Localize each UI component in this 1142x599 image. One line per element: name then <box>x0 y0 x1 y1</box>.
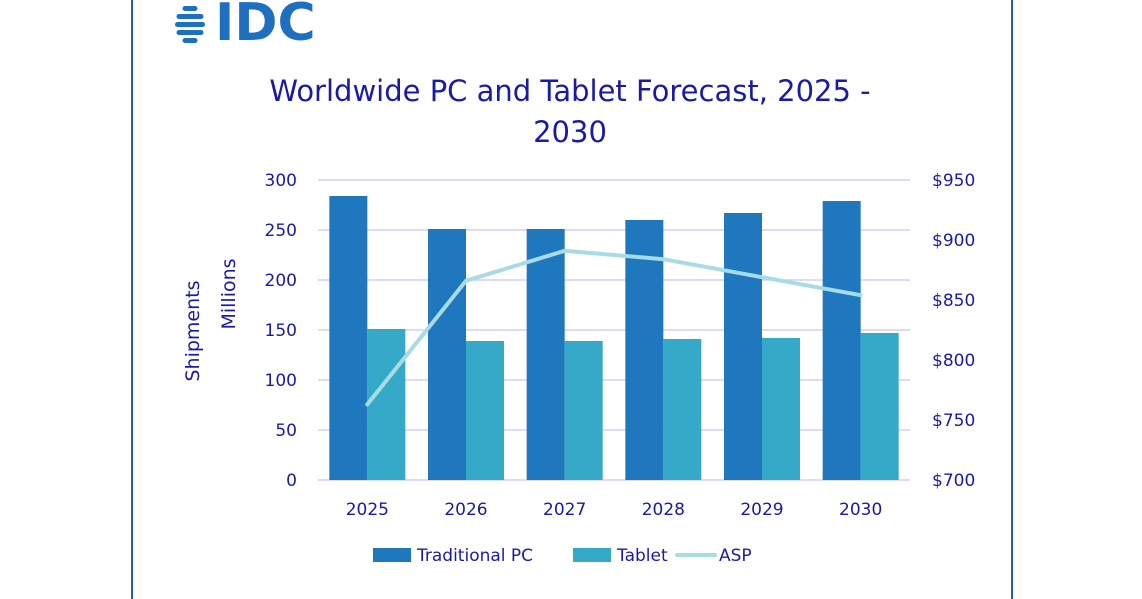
bar-traditional-pc-2025 <box>329 196 368 480</box>
right-axis-ticks: $700 $750 $800 $850 $900 $950 <box>932 171 975 491</box>
y-axis-label-line-1: Shipments <box>182 280 204 381</box>
x-tick-label: 2026 <box>444 500 487 520</box>
bar-tablet-2026 <box>466 341 504 480</box>
y-tick-label: 250 <box>265 221 297 241</box>
left-axis-ticks: 0 50 100 150 200 250 300 <box>265 171 297 491</box>
idc-logo-stripe <box>182 38 198 43</box>
legend-label-tablet: Tablet <box>616 546 668 566</box>
legend-label-traditional-pc: Traditional PC <box>416 546 533 566</box>
idc-logo-stripe <box>176 14 204 19</box>
x-axis-ticks: 2025 2026 2027 2028 2029 2030 <box>346 500 883 520</box>
y2-tick-label: $950 <box>932 171 975 191</box>
legend-swatch-tablet <box>573 548 611 562</box>
bar-tablet-2028 <box>663 339 702 480</box>
bar-traditional-pc-2026 <box>428 229 466 480</box>
x-tick-label: 2025 <box>346 500 389 520</box>
left-axis-label: Shipments Millions <box>182 258 240 381</box>
y-tick-label: 150 <box>265 321 297 341</box>
chart-title-line-2: 2030 <box>533 115 607 149</box>
bar-tablet-2030 <box>860 333 899 480</box>
y-tick-label: 0 <box>286 471 297 491</box>
idc-logo-stripe <box>176 30 204 35</box>
y-tick-label: 200 <box>265 271 297 291</box>
y-axis-label-line-2: Millions <box>218 258 240 329</box>
bar-traditional-pc-2029 <box>724 213 762 480</box>
x-tick-label: 2027 <box>543 500 586 520</box>
legend-label-asp: ASP <box>719 546 752 566</box>
asp-line <box>365 248 863 407</box>
y2-tick-label: $800 <box>932 351 975 371</box>
x-tick-label: 2029 <box>740 500 783 520</box>
bar-traditional-pc-2030 <box>822 201 861 480</box>
bar-tablet-2027 <box>564 341 603 480</box>
bar-tablet-2029 <box>762 338 800 480</box>
frame-right-border <box>1011 0 1013 599</box>
bar-tablet-2025 <box>367 329 406 480</box>
y-tick-label: 100 <box>265 371 297 391</box>
chart-title-line-1: Worldwide PC and Tablet Forecast, 2025 - <box>269 74 870 108</box>
idc-logo-stripe <box>182 6 198 11</box>
gridlines <box>318 179 910 481</box>
y2-tick-label: $900 <box>932 231 975 251</box>
y-tick-label: 50 <box>275 421 297 441</box>
idc-logo-text: IDC <box>215 0 316 53</box>
idc-logo: IDC <box>175 0 316 53</box>
legend-swatch-traditional-pc <box>373 548 411 562</box>
x-tick-label: 2028 <box>642 500 685 520</box>
y2-tick-label: $750 <box>932 411 975 431</box>
y2-tick-label: $700 <box>932 471 975 491</box>
x-tick-label: 2030 <box>839 500 882 520</box>
asp-line-series <box>365 248 863 407</box>
bar-traditional-pc-2028 <box>625 220 664 480</box>
legend: Traditional PC Tablet ASP <box>373 546 752 566</box>
y2-tick-label: $850 <box>932 291 975 311</box>
y-tick-label: 300 <box>265 171 297 191</box>
bar-traditional-pc-2027 <box>526 229 565 480</box>
idc-logo-stripe <box>175 22 205 27</box>
bar-series <box>329 196 899 480</box>
frame-left-border <box>131 0 133 599</box>
chart-title: Worldwide PC and Tablet Forecast, 2025 -… <box>269 74 870 149</box>
